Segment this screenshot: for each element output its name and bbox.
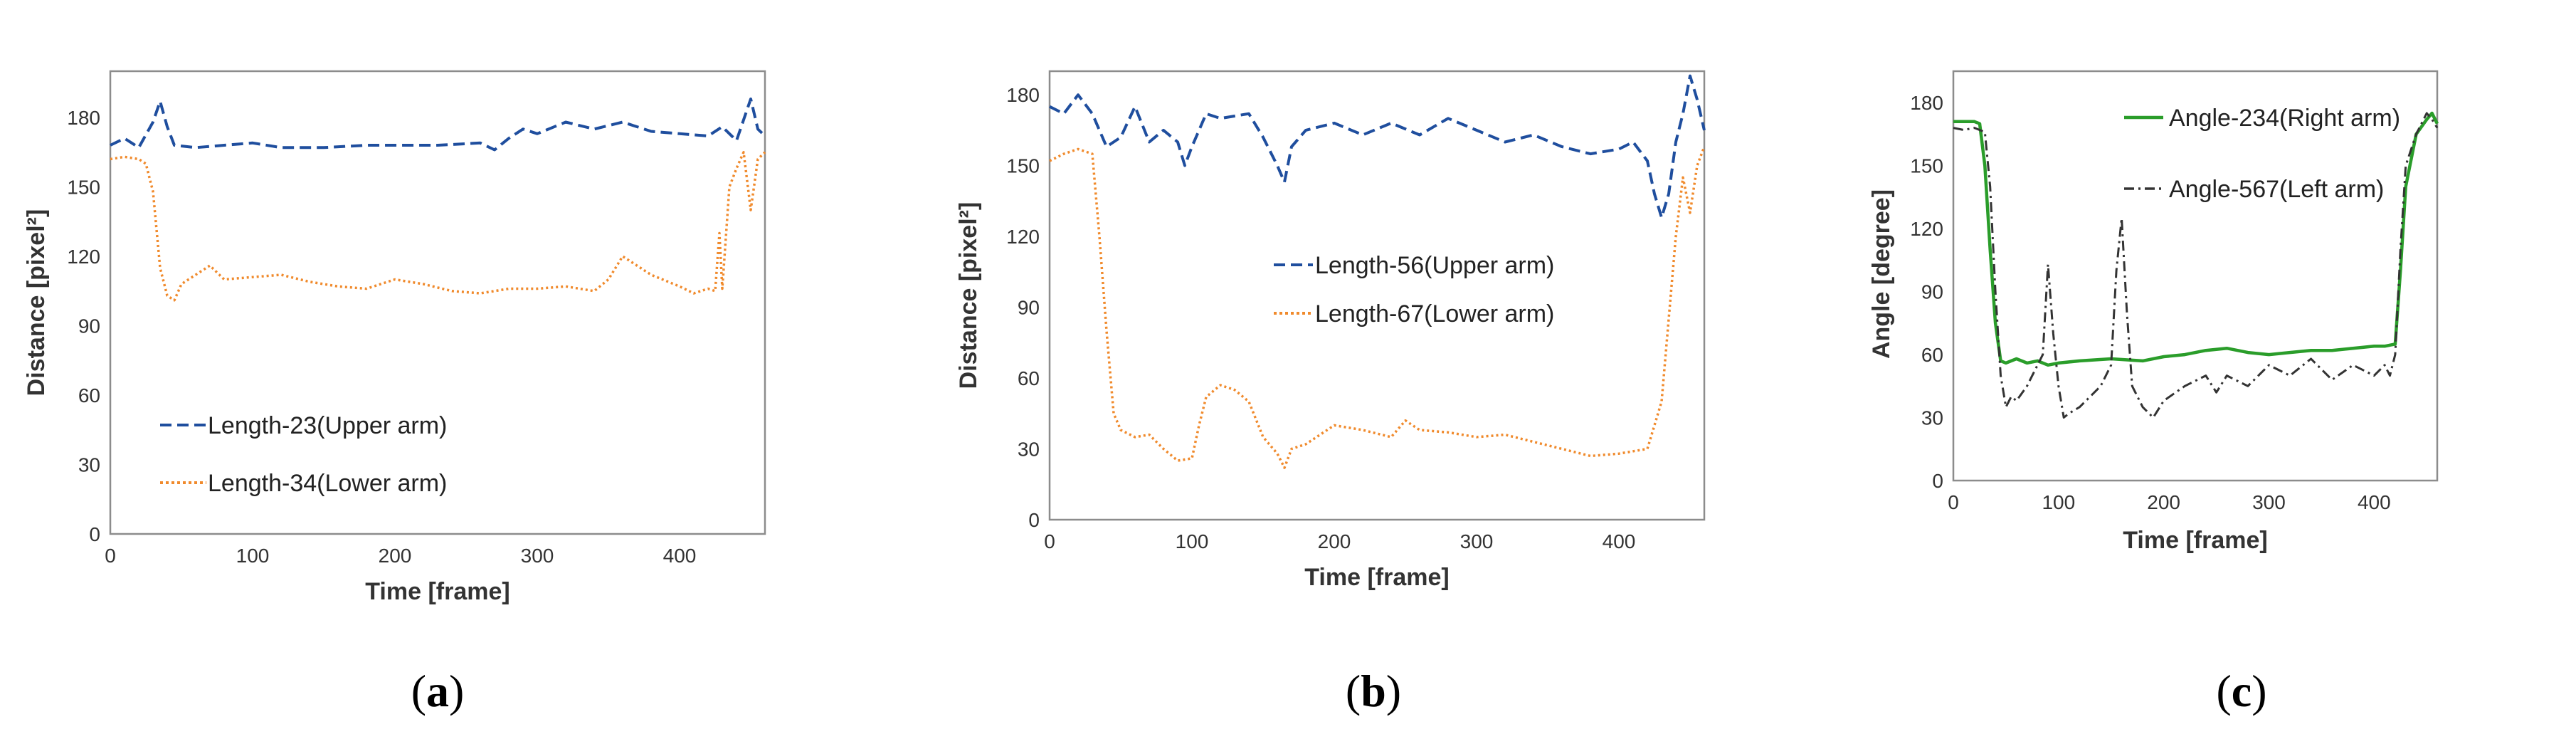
y-tick-label: 150 bbox=[1910, 155, 1943, 177]
plot-frame-a bbox=[109, 70, 766, 535]
chart-panel-a: 0 30 60 90 120 150 180 0 100 200 300 400 Distance … bbox=[23, 70, 766, 716]
y-tick-label: 90 bbox=[1018, 297, 1040, 319]
y-tick-label: 90 bbox=[1921, 281, 1943, 303]
y-tick-label: 60 bbox=[78, 384, 100, 407]
x-axis-label-a: Time [frame] bbox=[365, 578, 510, 605]
legend-a: Length-23(Upper arm) Length-34(Lower arm… bbox=[160, 412, 447, 497]
legend-label-right-c: Angle-234(Right arm) bbox=[2169, 105, 2400, 132]
series-line-a-1 bbox=[110, 98, 766, 152]
legend-b: Length-56(Upper arm) Length-67(Lower arm… bbox=[1274, 252, 1554, 327]
series-line-c-2 bbox=[1953, 112, 2439, 419]
y-tick-label: 150 bbox=[67, 177, 100, 199]
x-tick-label: 200 bbox=[1318, 530, 1351, 552]
legend-label-left-c: Angle-567(Left arm) bbox=[2169, 176, 2384, 203]
x-tick-label: 0 bbox=[1948, 491, 1959, 513]
x-tick-label: 300 bbox=[2252, 491, 2286, 513]
y-tick-label: 60 bbox=[1921, 344, 1943, 366]
series-b bbox=[1049, 74, 1706, 469]
y-tick-label: 120 bbox=[1910, 218, 1943, 240]
x-tick-label: 300 bbox=[521, 545, 554, 567]
y-tick-label: 30 bbox=[1921, 407, 1943, 429]
caption-b: (b) bbox=[1346, 666, 1401, 716]
plot-frame-b bbox=[1048, 70, 1706, 521]
y-tick-label: 180 bbox=[1910, 92, 1943, 114]
x-tick-label: 100 bbox=[1176, 530, 1209, 552]
y-tick-label: 0 bbox=[1932, 470, 1943, 492]
legend-label-lower-b: Length-67(Lower arm) bbox=[1315, 300, 1554, 327]
y-axis-label-a: Distance [pixel²] bbox=[23, 209, 50, 397]
y-tick-label: 30 bbox=[1018, 439, 1040, 461]
y-axis-label-c: Angle [degree] bbox=[1868, 189, 1895, 359]
chart-panel-b: 0 30 60 90 120 150 180 0 100 200 300 400 Distance … bbox=[955, 70, 1706, 716]
x-tick-label: 0 bbox=[1044, 530, 1055, 552]
y-tick-label: 0 bbox=[89, 523, 100, 545]
plot-frame-c bbox=[1952, 70, 2439, 482]
y-tick-label: 150 bbox=[1006, 155, 1040, 177]
x-tick-label: 400 bbox=[1603, 530, 1636, 552]
caption-a: (a) bbox=[411, 666, 465, 716]
x-ticks-a: 0 100 200 300 400 bbox=[105, 545, 696, 567]
x-axis-label-c: Time [frame] bbox=[2123, 527, 2267, 554]
y-ticks-a: 0 30 60 90 120 150 180 bbox=[67, 107, 100, 545]
y-tick-label: 90 bbox=[78, 315, 100, 337]
caption-c: (c) bbox=[2216, 666, 2266, 716]
y-tick-label: 180 bbox=[1006, 84, 1040, 106]
chart-panel-c: 0 30 60 90 120 150 180 0 100 200 300 400 Angle [de… bbox=[1868, 70, 2439, 716]
y-tick-label: 180 bbox=[67, 107, 100, 129]
x-tick-label: 300 bbox=[1460, 530, 1494, 552]
x-tick-label: 100 bbox=[2042, 491, 2075, 513]
x-tick-label: 200 bbox=[379, 545, 412, 567]
x-axis-label-b: Time [frame] bbox=[1304, 564, 1449, 591]
series-a bbox=[110, 98, 766, 302]
y-tick-label: 60 bbox=[1018, 367, 1040, 389]
legend-label-upper-a: Length-23(Upper arm) bbox=[208, 412, 447, 439]
x-tick-label: 400 bbox=[2358, 491, 2391, 513]
y-ticks-c: 0 30 60 90 120 150 180 bbox=[1910, 92, 1943, 492]
series-c bbox=[1953, 111, 2439, 419]
x-ticks-c: 0 100 200 300 400 bbox=[1948, 491, 2390, 513]
x-ticks-b: 0 100 200 300 400 bbox=[1044, 530, 1635, 552]
x-tick-label: 400 bbox=[663, 545, 697, 567]
x-tick-label: 0 bbox=[105, 545, 116, 567]
y-tick-label: 120 bbox=[67, 246, 100, 268]
series-line-b-2 bbox=[1049, 146, 1706, 469]
legend-c: Angle-234(Right arm) Angle-567(Left arm) bbox=[2124, 105, 2400, 203]
legend-label-upper-b: Length-56(Upper arm) bbox=[1315, 252, 1554, 279]
legend-label-lower-a: Length-34(Lower arm) bbox=[208, 470, 447, 497]
series-line-b-1 bbox=[1049, 74, 1706, 219]
y-tick-label: 120 bbox=[1006, 226, 1040, 248]
x-tick-label: 200 bbox=[2147, 491, 2180, 513]
y-tick-label: 0 bbox=[1028, 509, 1040, 531]
y-tick-label: 30 bbox=[78, 454, 100, 476]
y-axis-label-b: Distance [pixel²] bbox=[955, 202, 982, 389]
x-tick-label: 100 bbox=[236, 545, 270, 567]
y-ticks-b: 0 30 60 90 120 150 180 bbox=[1006, 84, 1040, 531]
